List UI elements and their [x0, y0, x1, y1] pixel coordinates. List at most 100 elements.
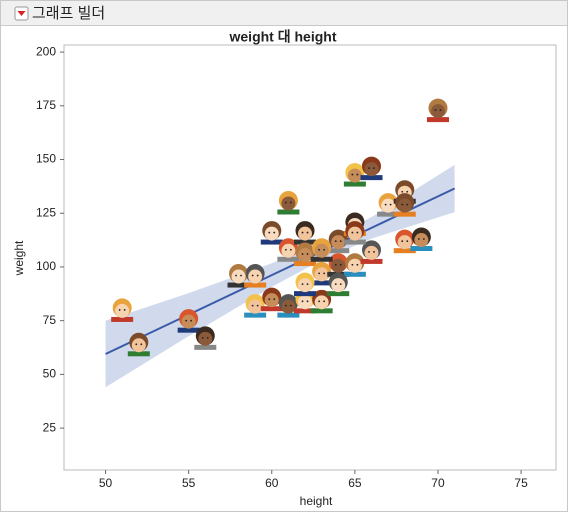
marker-eye: [284, 304, 287, 307]
marker-eye: [268, 298, 271, 301]
marker-shirt: [343, 271, 366, 277]
face-marker: [294, 221, 317, 245]
face-marker: [377, 193, 400, 217]
marker-eye: [301, 231, 304, 234]
marker-eye: [339, 283, 342, 286]
face-marker: [277, 190, 300, 215]
marker-face: [198, 331, 213, 346]
marker-eye: [289, 201, 292, 204]
face-marker: [194, 326, 217, 350]
face-marker: [360, 240, 383, 264]
face-marker: [244, 294, 267, 318]
marker-eye: [306, 300, 309, 303]
marker-shirt: [310, 280, 333, 286]
marker-eye: [301, 300, 304, 303]
marker-eye: [368, 251, 370, 253]
marker-shirt: [310, 308, 333, 314]
marker-face: [248, 299, 263, 314]
marker-shirt: [244, 312, 267, 318]
x-tick-label: 65: [348, 476, 362, 490]
marker-eye: [401, 190, 404, 193]
marker-face: [298, 295, 313, 310]
marker-shirt: [111, 316, 134, 322]
marker-eye: [323, 248, 326, 251]
marker-eye: [185, 319, 188, 322]
marker-eye: [135, 343, 138, 346]
marker-face: [314, 295, 329, 310]
marker-shirt: [327, 248, 350, 254]
marker-shirt: [260, 306, 283, 312]
marker-eye: [434, 109, 437, 112]
x-axis-label: height: [300, 494, 333, 508]
marker-eye: [334, 283, 337, 286]
marker-eye: [206, 336, 209, 339]
y-tick-label: 200: [36, 44, 56, 58]
marker-eye: [306, 231, 309, 234]
face-marker: [343, 221, 366, 245]
marker-eye: [351, 173, 354, 176]
y-tick-label: 125: [36, 205, 56, 219]
marker-eye: [356, 173, 359, 176]
marker-shirt: [294, 291, 317, 297]
marker-face: [231, 269, 246, 284]
x-tick-label: 50: [99, 476, 113, 490]
x-tick-label: 75: [514, 476, 528, 490]
marker-shirt: [410, 246, 433, 252]
marker-shirt: [244, 282, 267, 288]
marker-face: [281, 196, 296, 211]
face-marker: [244, 264, 267, 288]
marker-face: [298, 248, 313, 263]
y-tick-label: 100: [36, 259, 56, 273]
marker-face: [397, 235, 412, 250]
marker-shirt: [377, 211, 400, 217]
y-tick-label: 75: [43, 313, 57, 327]
face-marker: [410, 227, 433, 252]
marker-face: [281, 243, 296, 258]
marker-face: [115, 303, 130, 318]
marker-face: [314, 267, 329, 282]
face-marker: [294, 242, 317, 267]
marker-face: [347, 168, 362, 183]
marker-eye: [356, 231, 359, 234]
marker-face: [381, 198, 396, 213]
marker-eye: [273, 298, 276, 301]
header-bar: [0, 0, 568, 26]
marker-shirt: [343, 239, 366, 245]
marker-face: [264, 293, 279, 308]
marker-eye: [256, 304, 259, 307]
marker-shirt: [294, 308, 317, 314]
marker-eye: [306, 253, 309, 255]
marker-eye: [351, 231, 354, 234]
marker-shirt: [360, 258, 383, 264]
marker-eye: [284, 248, 287, 251]
marker-face: [298, 278, 313, 293]
marker-eye: [401, 240, 404, 243]
marker-face: [281, 299, 296, 314]
marker-face: [331, 235, 346, 250]
marker-face: [181, 314, 196, 329]
face-marker: [294, 272, 317, 297]
face-marker: [310, 289, 333, 314]
marker-eye: [251, 304, 254, 307]
marker-eye: [417, 238, 420, 240]
marker-shirt: [277, 209, 300, 215]
marker-shirt: [360, 175, 383, 181]
marker-eye: [289, 304, 292, 307]
marker-eye: [318, 248, 321, 251]
marker-eye: [273, 231, 276, 234]
marker-face: [347, 226, 362, 241]
marker-shirt: [277, 312, 300, 318]
marker-face: [347, 258, 362, 273]
marker-eye: [240, 274, 242, 277]
marker-face: [298, 226, 313, 241]
marker-shirt: [393, 211, 416, 217]
marker-face: [248, 269, 263, 284]
marker-face: [314, 243, 329, 258]
face-marker: [260, 221, 283, 245]
marker-face: [430, 104, 445, 119]
marker-eye: [318, 300, 321, 303]
marker-eye: [284, 201, 287, 204]
marker-eye: [123, 309, 126, 311]
marker-face: [264, 226, 279, 241]
disclosure-icon[interactable]: [14, 6, 29, 21]
